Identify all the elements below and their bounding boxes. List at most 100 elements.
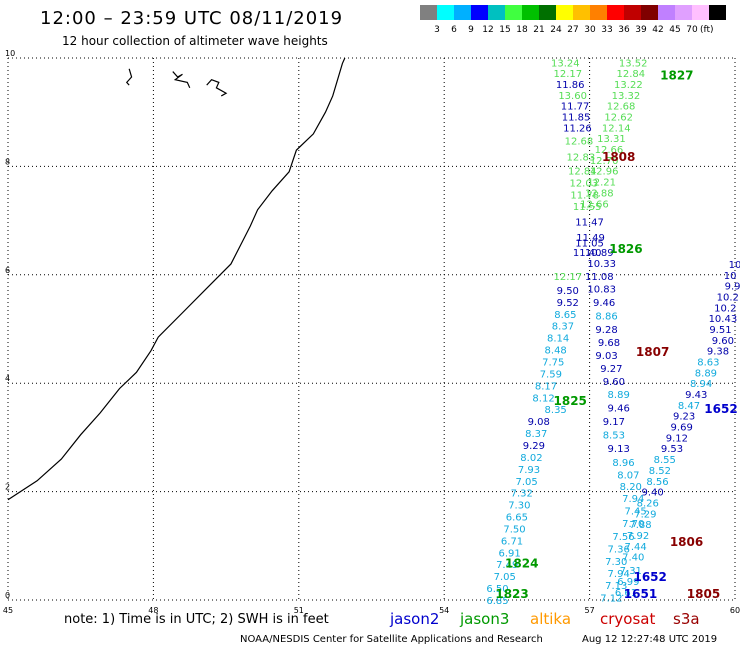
wave-height-value: 11.47: [575, 218, 604, 229]
wave-height-value: 10: [729, 260, 740, 271]
wave-height-value: 12.68: [565, 136, 594, 147]
legend-entry-cryosat: cryosat: [600, 610, 656, 628]
wave-height-value: 7.12: [600, 593, 622, 604]
wave-height-value: 7.30: [508, 501, 530, 512]
wave-height-value: 13.60: [558, 91, 587, 102]
wave-height-value: 10.33: [587, 259, 616, 270]
wave-height-value: 13.52: [619, 58, 648, 69]
colorbar-swatch: [590, 5, 607, 20]
colorbar-swatch: [539, 5, 556, 20]
wave-height-value: 11.08: [585, 272, 614, 283]
wave-height-value: 12.14: [602, 123, 631, 134]
colorbar-tick-label: 33: [601, 25, 613, 35]
wave-height-value: 9.03: [595, 351, 617, 362]
colorbar-tick-label: 42: [652, 25, 664, 35]
credit-text: NOAA/NESDIS Center for Satellite Applica…: [240, 634, 543, 645]
wave-height-value: 9.28: [595, 325, 617, 336]
island-outline: [206, 78, 228, 97]
colorbar-tick-label: 21: [533, 25, 545, 35]
wave-height-value: 6.99: [617, 577, 639, 588]
wave-height-value: 8.07: [617, 470, 639, 481]
wave-height-value: 7.13: [605, 581, 627, 592]
wave-height-value: 8.02: [520, 453, 542, 464]
generation-timestamp: Aug 12 12:27:48 UTC 2019: [582, 634, 718, 645]
colorbar-tick-label: 9: [468, 25, 474, 35]
wave-height-value: 12.21: [587, 178, 616, 189]
wave-height-value: 7.31: [620, 566, 642, 577]
x-tick-label: 51: [294, 606, 304, 615]
wave-height-value: 9.50: [557, 286, 579, 297]
wave-height-value: 8.56: [646, 477, 668, 488]
legend-entry-s3a: s3a: [673, 610, 700, 628]
wave-height-value: 8.48: [545, 346, 567, 357]
wave-height-value: 11.55: [573, 202, 602, 213]
wave-height-value: 7.29: [634, 509, 656, 520]
wave-height-value: 7.92: [627, 531, 649, 542]
colorbar-tick-label: 3: [434, 25, 440, 35]
colorbar-swatch: [641, 5, 658, 20]
wave-height-value: 9.29: [523, 441, 545, 452]
wave-height-value: 8.96: [612, 458, 634, 469]
pass-time-label: 1823: [495, 587, 528, 601]
wave-height-value: 8.17: [535, 381, 557, 392]
legend-entry-jason3: jason3: [460, 610, 510, 628]
colorbar-tick-label: 15: [499, 25, 511, 35]
wave-height-value: 9.38: [707, 347, 729, 358]
wave-height-value: 12.66: [580, 199, 609, 210]
legend-entry-jason2: jason2: [390, 610, 440, 628]
wave-height-value: 12.17: [553, 272, 582, 283]
y-tick-label: 10: [5, 49, 15, 58]
pass-time-label: 1652: [633, 570, 666, 584]
wave-height-value: 11.77: [561, 102, 590, 113]
wave-height-value: 13.22: [614, 80, 643, 91]
colorbar-swatch: [522, 5, 539, 20]
colorbar-swatch: [607, 5, 624, 20]
wave-height-value: 9.46: [593, 298, 615, 309]
island-outline: [125, 68, 133, 86]
pass-time-label: 1827: [660, 69, 693, 83]
pass-time-label: 1824: [505, 556, 538, 570]
wave-height-value: 8.94: [690, 379, 712, 390]
wave-height-value: 9.43: [685, 390, 707, 401]
wave-height-value: 8.26: [637, 498, 659, 509]
pass-time-label: 1652: [704, 402, 737, 416]
wave-height-value: 7.94: [608, 569, 630, 580]
wave-height-value: 7.94: [622, 494, 644, 505]
pass-time-label: 1826: [609, 242, 642, 256]
wave-height-value: 13.32: [612, 91, 641, 102]
wave-height-value: 10: [724, 271, 737, 282]
colorbar-swatch: [658, 5, 675, 20]
colorbar-tick-label: 12: [482, 25, 494, 35]
colorbar-tick-label: 45: [669, 25, 681, 35]
colorbar-tick-label: 6: [451, 25, 457, 35]
wave-height-value: 13.24: [551, 58, 580, 69]
wave-height-value: 7.88: [629, 520, 651, 531]
wave-height-value: 7.32: [511, 489, 533, 500]
colorbar-unit: (ft): [700, 25, 714, 35]
wave-height-value: 10.43: [709, 314, 738, 325]
wave-height-value: 6.91: [498, 548, 520, 559]
colorbar-swatch: [420, 5, 437, 20]
pass-time-label: 1807: [636, 345, 669, 359]
wave-height-value: 9.12: [666, 433, 688, 444]
wave-height-value: 9.40: [641, 488, 663, 499]
wave-height-value: 6.61: [615, 588, 637, 599]
wave-height-value: 11.05: [575, 238, 604, 249]
footnote: note: 1) Time is in UTC; 2) SWH is in fe…: [64, 612, 329, 627]
wave-height-value: 9.60: [603, 377, 625, 388]
wave-height-value: 12.68: [607, 102, 636, 113]
wave-height-value: 8.12: [532, 393, 554, 404]
wave-height-value: 9.52: [557, 298, 579, 309]
wave-height-value: 7.40: [622, 553, 644, 564]
wave-height-value: 9.60: [712, 336, 734, 347]
wave-height-value: 9.46: [608, 404, 630, 415]
y-tick-label: 8: [5, 157, 10, 166]
colorbar-swatch: [573, 5, 590, 20]
y-tick-label: 4: [5, 374, 10, 383]
wave-height-value: 12.83: [567, 153, 596, 164]
wave-height-value: 12.84: [568, 167, 597, 178]
pass-time-label: 1651: [624, 587, 657, 601]
wave-height-value: 8.35: [545, 405, 567, 416]
